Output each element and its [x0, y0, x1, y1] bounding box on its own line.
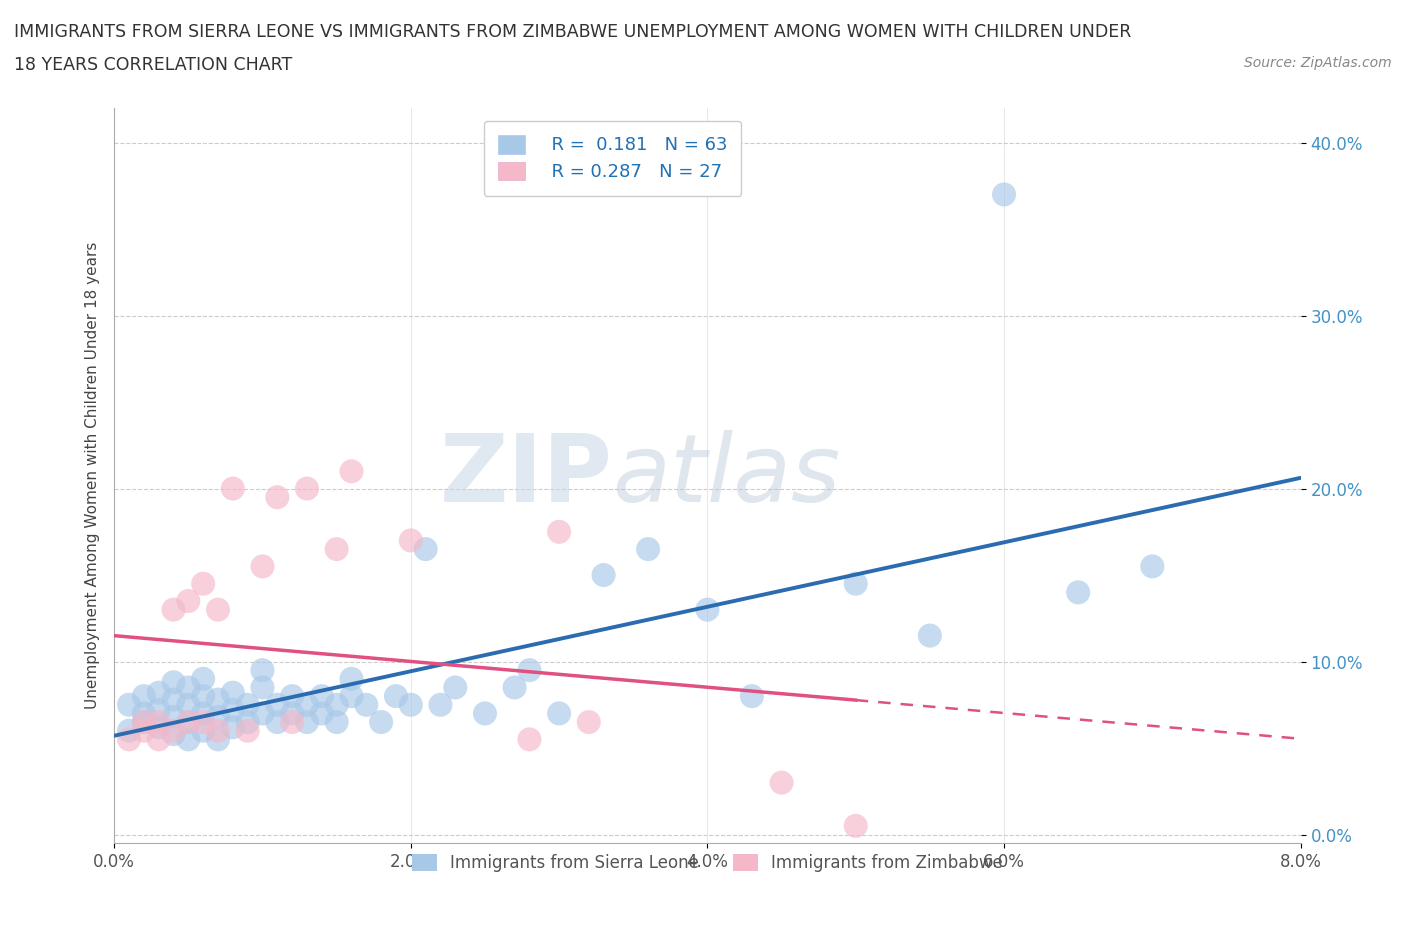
Point	[519, 732, 541, 747]
Point	[193, 671, 215, 686]
Point	[236, 698, 259, 712]
Point	[207, 692, 229, 707]
Point	[637, 541, 659, 556]
Point	[415, 541, 437, 556]
Point	[177, 714, 200, 729]
Point	[132, 706, 155, 721]
Point	[845, 577, 868, 591]
Point	[252, 706, 274, 721]
Y-axis label: Unemployment Among Women with Children Under 18 years: Unemployment Among Women with Children U…	[86, 242, 100, 710]
Point	[162, 726, 184, 741]
Point	[325, 541, 347, 556]
Point	[845, 818, 868, 833]
Point	[148, 732, 170, 747]
Point	[236, 724, 259, 738]
Point	[356, 698, 378, 712]
Point	[266, 698, 288, 712]
Point	[266, 714, 288, 729]
Point	[1067, 585, 1090, 600]
Point	[474, 706, 496, 721]
Point	[281, 706, 304, 721]
Point	[132, 724, 155, 738]
Point	[222, 685, 245, 700]
Point	[177, 732, 200, 747]
Point	[222, 702, 245, 717]
Point	[193, 714, 215, 729]
Point	[696, 603, 718, 618]
Point	[148, 720, 170, 735]
Point	[399, 698, 422, 712]
Point	[193, 689, 215, 704]
Point	[370, 714, 392, 729]
Point	[918, 628, 941, 643]
Point	[193, 724, 215, 738]
Point	[177, 714, 200, 729]
Point	[1142, 559, 1164, 574]
Point	[148, 685, 170, 700]
Point	[295, 698, 318, 712]
Point	[399, 533, 422, 548]
Legend: Immigrants from Sierra Leone, Immigrants from Zimbabwe: Immigrants from Sierra Leone, Immigrants…	[405, 847, 1010, 879]
Text: ZIP: ZIP	[440, 430, 613, 522]
Point	[118, 732, 141, 747]
Point	[325, 698, 347, 712]
Point	[295, 481, 318, 496]
Point	[993, 187, 1015, 202]
Point	[118, 698, 141, 712]
Point	[132, 689, 155, 704]
Point	[132, 714, 155, 729]
Text: Source: ZipAtlas.com: Source: ZipAtlas.com	[1244, 56, 1392, 70]
Point	[148, 702, 170, 717]
Point	[340, 464, 363, 479]
Point	[548, 706, 571, 721]
Point	[177, 680, 200, 695]
Point	[340, 671, 363, 686]
Point	[311, 706, 333, 721]
Point	[444, 680, 467, 695]
Point	[207, 732, 229, 747]
Point	[385, 689, 408, 704]
Point	[148, 714, 170, 729]
Point	[429, 698, 451, 712]
Point	[162, 675, 184, 690]
Point	[162, 692, 184, 707]
Point	[592, 567, 614, 582]
Point	[252, 680, 274, 695]
Point	[311, 689, 333, 704]
Point	[132, 714, 155, 729]
Point	[295, 714, 318, 729]
Point	[252, 663, 274, 678]
Point	[207, 724, 229, 738]
Point	[578, 714, 600, 729]
Point	[222, 720, 245, 735]
Point	[770, 776, 793, 790]
Point	[340, 689, 363, 704]
Point	[162, 603, 184, 618]
Point	[281, 714, 304, 729]
Point	[162, 724, 184, 738]
Point	[252, 559, 274, 574]
Point	[162, 710, 184, 724]
Point	[266, 490, 288, 505]
Point	[548, 525, 571, 539]
Point	[741, 689, 763, 704]
Point	[193, 577, 215, 591]
Point	[207, 710, 229, 724]
Point	[177, 593, 200, 608]
Text: atlas: atlas	[613, 430, 841, 521]
Point	[193, 706, 215, 721]
Point	[177, 698, 200, 712]
Point	[222, 481, 245, 496]
Point	[325, 714, 347, 729]
Point	[503, 680, 526, 695]
Point	[281, 689, 304, 704]
Point	[519, 663, 541, 678]
Point	[118, 724, 141, 738]
Text: 18 YEARS CORRELATION CHART: 18 YEARS CORRELATION CHART	[14, 56, 292, 73]
Point	[207, 603, 229, 618]
Point	[236, 714, 259, 729]
Text: IMMIGRANTS FROM SIERRA LEONE VS IMMIGRANTS FROM ZIMBABWE UNEMPLOYMENT AMONG WOME: IMMIGRANTS FROM SIERRA LEONE VS IMMIGRAN…	[14, 23, 1132, 41]
